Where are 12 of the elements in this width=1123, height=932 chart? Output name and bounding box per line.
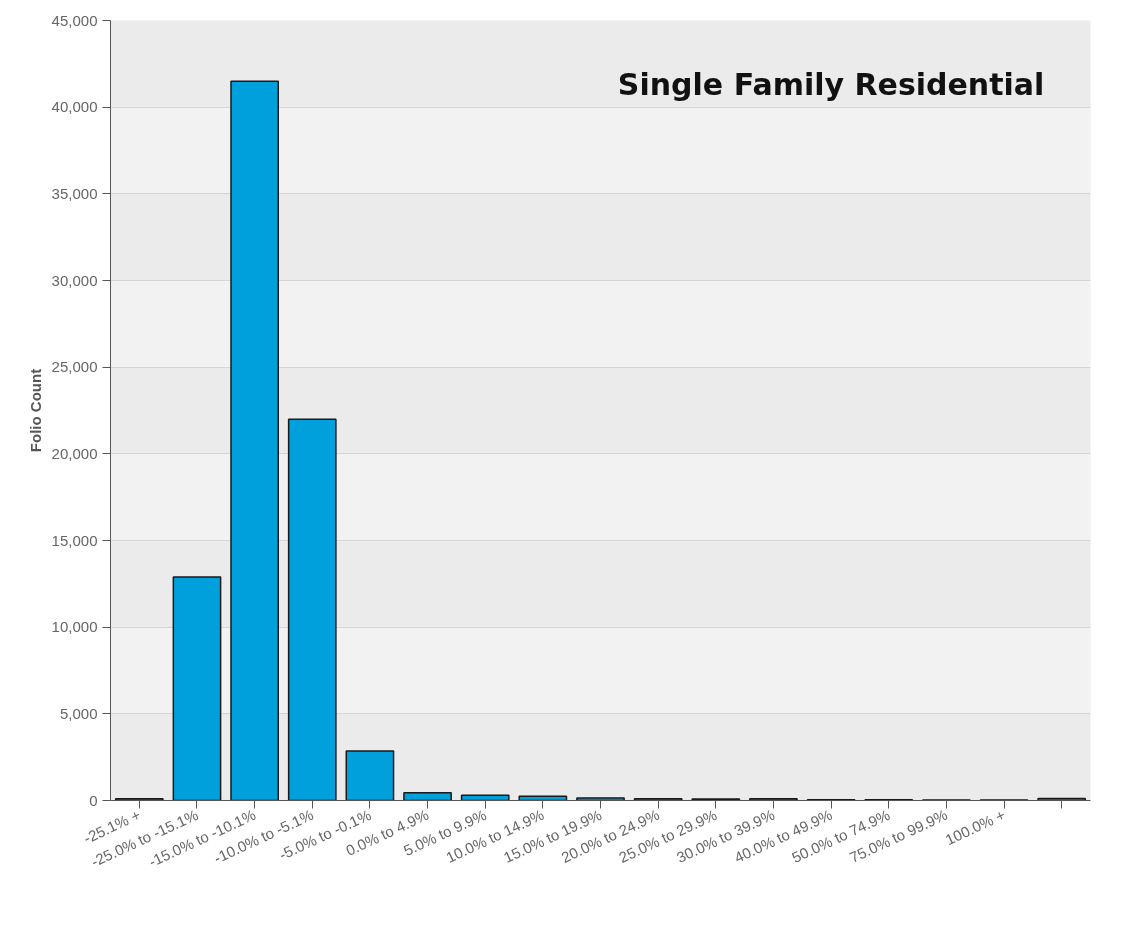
y-tick-label: 30,000 xyxy=(51,271,98,289)
text: Single Family Residential xyxy=(617,67,1045,103)
y-tick-label: 35,000 xyxy=(51,184,98,202)
y-tick-label: 40,000 xyxy=(51,98,98,116)
y-tick-label: 15,000 xyxy=(51,531,98,549)
y-tick-label: 5,000 xyxy=(59,704,98,722)
y-tick-label: 0 xyxy=(89,791,98,809)
y-tick-label: 45,000 xyxy=(51,11,98,29)
y-tick-label: 25,000 xyxy=(51,358,98,376)
y-tick-label: 20,000 xyxy=(51,444,98,462)
y-axis-title: Folio Count xyxy=(26,368,44,453)
y-tick-label: 10,000 xyxy=(51,618,98,636)
